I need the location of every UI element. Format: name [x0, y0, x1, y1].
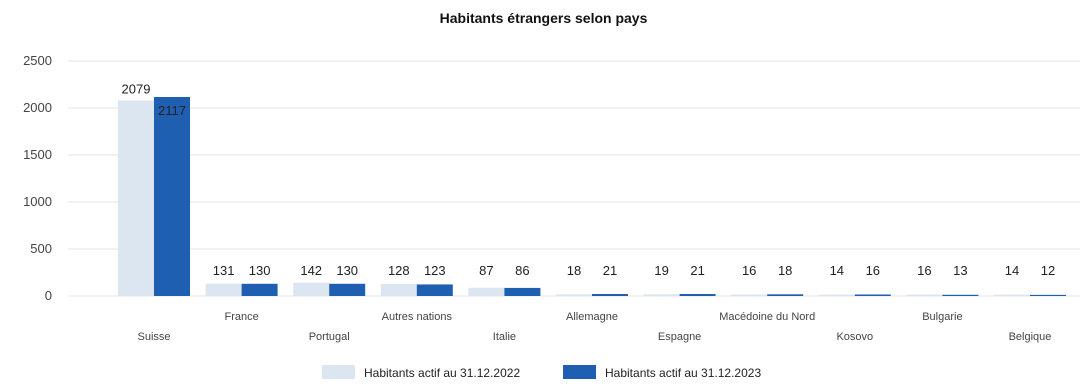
data-label: 130 — [336, 263, 358, 278]
x-category-label: Belgique — [1009, 331, 1052, 343]
legend-label[interactable]: Habitants actif au 31.12.2022 — [364, 366, 520, 380]
bar — [205, 283, 242, 296]
bar — [556, 294, 592, 296]
data-label: 18 — [778, 263, 792, 278]
x-category-label: Espagne — [658, 331, 701, 343]
bar — [504, 287, 541, 296]
y-tick-label: 1500 — [23, 147, 52, 162]
x-category-label: Autres nations — [382, 311, 453, 323]
x-category-label: Portugal — [309, 331, 350, 343]
bar — [994, 294, 1030, 296]
legend-swatch[interactable] — [322, 365, 355, 379]
data-label: 21 — [690, 263, 704, 278]
data-label: 128 — [388, 263, 410, 278]
data-label: 86 — [515, 263, 529, 278]
bar — [818, 294, 855, 296]
y-tick-label: 2000 — [23, 100, 52, 115]
y-tick-label: 1000 — [23, 194, 52, 209]
bar — [731, 294, 768, 296]
data-label: 130 — [249, 263, 271, 278]
bar — [906, 294, 943, 296]
data-label: 12 — [1041, 263, 1055, 278]
x-category-label: France — [224, 311, 258, 323]
bar — [293, 282, 330, 296]
bar — [154, 97, 190, 296]
x-category-label: Kosovo — [836, 331, 873, 343]
y-tick-label: 500 — [30, 241, 52, 256]
bar — [118, 100, 154, 296]
bar — [468, 287, 505, 296]
x-category-label: Bulgarie — [922, 311, 962, 323]
x-category-label: Allemagne — [566, 311, 618, 323]
legend-swatch[interactable] — [563, 365, 596, 379]
x-category-label: Italie — [493, 331, 516, 343]
data-label: 16 — [742, 263, 756, 278]
bar — [592, 294, 628, 296]
data-label: 14 — [830, 263, 844, 278]
bar — [241, 283, 278, 296]
chart-title: Habitants étrangers selon pays — [439, 10, 648, 26]
data-label: 18 — [567, 263, 581, 278]
bar — [329, 283, 366, 296]
bar — [942, 294, 979, 296]
data-label: 16 — [917, 263, 931, 278]
data-label: 142 — [300, 263, 322, 278]
bar — [767, 294, 804, 296]
y-tick-label: 0 — [45, 288, 52, 303]
data-label: 2079 — [122, 82, 151, 97]
data-label: 14 — [1005, 263, 1019, 278]
data-label: 131 — [213, 263, 235, 278]
bar — [854, 294, 891, 296]
bar — [679, 294, 716, 296]
bar — [416, 284, 453, 296]
data-label: 2117 — [158, 103, 186, 118]
data-label: 87 — [479, 263, 493, 278]
bar — [1030, 294, 1066, 296]
bar — [380, 283, 417, 296]
y-tick-label: 2500 — [23, 53, 52, 68]
bar — [643, 294, 680, 296]
data-label: 123 — [424, 263, 446, 278]
x-category-label: Suisse — [137, 331, 170, 343]
data-label: 19 — [654, 263, 668, 278]
x-category-label: Macédoine du Nord — [719, 311, 815, 323]
data-label: 13 — [953, 263, 967, 278]
data-label: 16 — [866, 263, 880, 278]
data-label: 21 — [603, 263, 617, 278]
legend-label[interactable]: Habitants actif au 31.12.2023 — [605, 366, 761, 380]
